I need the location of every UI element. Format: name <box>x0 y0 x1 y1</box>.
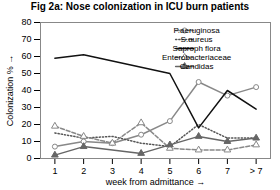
svg-text:S.aureus: S.aureus <box>181 35 213 44</box>
svg-text:3: 3 <box>110 166 115 176</box>
svg-text:Candidas: Candidas <box>180 62 214 71</box>
svg-text:P.aeruginosa: P.aeruginosa <box>174 26 221 35</box>
svg-text:1: 1 <box>52 166 57 176</box>
svg-text:> 7: > 7 <box>250 166 263 176</box>
svg-text:Enterobacteriaceae: Enterobacteriaceae <box>162 53 232 62</box>
svg-text:Colonization % →: Colonization % → <box>5 55 15 127</box>
svg-text:2: 2 <box>81 166 86 176</box>
svg-text:60: 60 <box>21 51 31 61</box>
svg-text:30: 30 <box>21 102 31 112</box>
svg-text:10: 10 <box>21 136 31 146</box>
svg-text:70: 70 <box>21 34 31 44</box>
svg-text:week from admittance →: week from admittance → <box>105 177 206 187</box>
svg-text:Saproph flora: Saproph flora <box>173 44 222 53</box>
svg-text:6: 6 <box>196 166 201 176</box>
svg-text:4: 4 <box>139 166 144 176</box>
svg-text:5: 5 <box>167 166 172 176</box>
svg-text:0: 0 <box>26 153 31 163</box>
svg-text:50: 50 <box>21 68 31 78</box>
svg-text:80: 80 <box>21 17 31 27</box>
svg-text:20: 20 <box>21 119 31 129</box>
svg-text:7: 7 <box>225 166 230 176</box>
html-text:Fig 2a: Nose colonization in I: Fig 2a: Nose colonization in ICU burn pa… <box>30 1 250 12</box>
svg-text:40: 40 <box>21 85 31 95</box>
